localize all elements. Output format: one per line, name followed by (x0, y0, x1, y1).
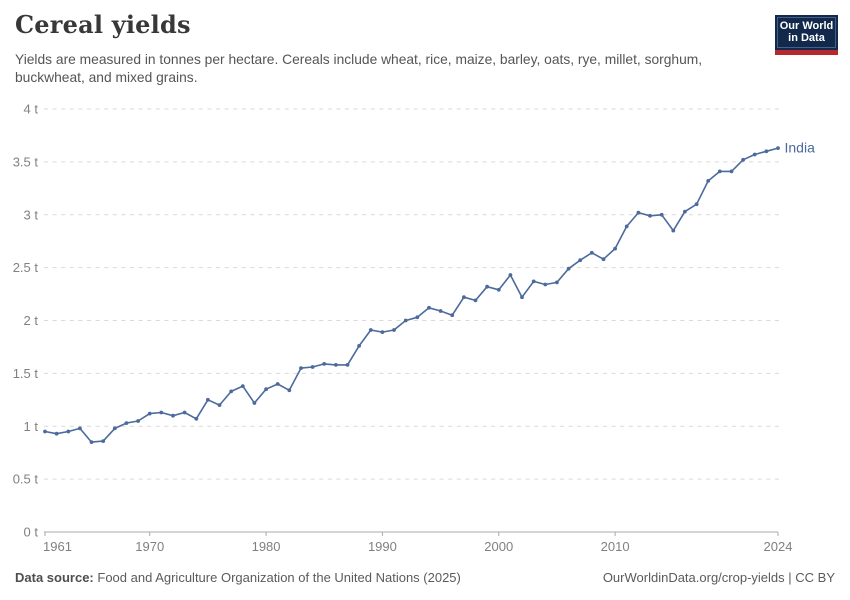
data-point[interactable] (636, 210, 641, 215)
x-axis-label: 2024 (764, 539, 793, 554)
data-point[interactable] (380, 330, 385, 334)
data-point[interactable] (182, 410, 187, 415)
data-point[interactable] (240, 384, 245, 388)
data-point[interactable] (671, 228, 676, 233)
y-axis-label: 2.5 t (13, 260, 39, 275)
data-point[interactable] (206, 397, 210, 402)
x-axis-label: 1970 (135, 539, 164, 554)
data-point[interactable] (136, 419, 141, 423)
y-axis-label: 1.5 t (13, 366, 39, 381)
y-axis-label: 3 t (24, 207, 39, 222)
data-point[interactable] (124, 421, 129, 425)
y-axis-label: 1 t (24, 419, 39, 434)
data-point[interactable] (729, 169, 734, 174)
x-axis-label: 1980 (252, 539, 281, 554)
data-point[interactable] (473, 298, 478, 303)
data-point[interactable] (450, 313, 455, 318)
data-point[interactable] (578, 258, 583, 263)
y-axis-label: 0.5 t (13, 472, 39, 487)
data-point[interactable] (403, 318, 408, 323)
data-point[interactable] (589, 250, 594, 255)
data-point[interactable] (752, 152, 757, 157)
data-point[interactable] (287, 388, 292, 393)
data-point[interactable] (334, 363, 338, 367)
y-axis-label: 4 t (24, 102, 39, 117)
data-point[interactable] (171, 413, 175, 418)
x-axis-label: 2000 (484, 539, 513, 554)
data-point[interactable] (345, 363, 350, 367)
page-title: Cereal yields (15, 10, 191, 39)
data-point[interactable] (648, 213, 652, 218)
license-badge: | CC BY (784, 570, 835, 585)
data-point[interactable] (275, 382, 280, 386)
data-point[interactable] (229, 389, 234, 394)
data-point[interactable] (555, 280, 559, 285)
data-point[interactable] (776, 146, 780, 150)
data-point[interactable] (601, 257, 606, 262)
data-point[interactable] (462, 295, 466, 300)
data-point[interactable] (264, 387, 268, 392)
series-label-india[interactable]: India (785, 140, 816, 156)
owid-url-link[interactable]: OurWorldinData.org/crop-yields (602, 570, 785, 585)
data-point[interactable] (613, 246, 617, 251)
data-point[interactable] (764, 149, 769, 154)
y-axis-label: 2 t (24, 313, 39, 328)
data-point[interactable] (112, 426, 117, 431)
data-point[interactable] (741, 157, 745, 162)
data-point[interactable] (147, 411, 152, 416)
data-point[interactable] (78, 426, 82, 431)
y-axis-label: 3.5 t (13, 154, 39, 169)
data-point[interactable] (485, 284, 489, 289)
data-point[interactable] (706, 179, 711, 183)
data-point[interactable] (438, 309, 443, 313)
data-point[interactable] (496, 287, 501, 292)
x-axis-label: 1990 (368, 539, 397, 554)
data-point[interactable] (310, 365, 315, 369)
data-point[interactable] (357, 344, 361, 348)
data-point[interactable] (54, 431, 59, 436)
data-point[interactable] (392, 328, 396, 332)
line-chart-svg: 0 t 0.5 t 1 t 1.5 t 2 t 2.5 t 3 t 3.5 t 4 t 1961 1… (13, 102, 816, 555)
data-point[interactable] (566, 266, 571, 271)
owid-logo-text: Our World in Data (777, 17, 836, 48)
data-source-text: Food and Agriculture Organization of the… (97, 570, 461, 585)
data-point[interactable] (543, 282, 548, 287)
chart-subtitle: Yields are measured in tonnes per hectar… (15, 52, 703, 85)
data-source: Data source: Food and Agriculture Organi… (15, 570, 461, 585)
data-point[interactable] (368, 328, 373, 332)
data-point[interactable] (101, 439, 106, 443)
data-point[interactable] (66, 429, 71, 434)
data-point[interactable] (694, 202, 699, 207)
data-point[interactable] (415, 315, 420, 320)
footer-attribution: OurWorldinData.org/crop-yields | CC BY (603, 570, 835, 585)
data-point[interactable] (252, 401, 257, 405)
owid-logo[interactable]: Our World in Data (775, 15, 838, 55)
data-point[interactable] (89, 440, 94, 444)
y-axis-label: 0 t (24, 525, 39, 540)
data-point[interactable] (520, 295, 524, 300)
data-point[interactable] (508, 273, 513, 277)
series-line-india[interactable] (44, 147, 779, 443)
data-point[interactable] (427, 305, 431, 310)
data-point[interactable] (717, 169, 722, 174)
data-point[interactable] (159, 410, 164, 415)
data-point[interactable] (299, 366, 303, 370)
data-point[interactable] (43, 429, 47, 434)
data-point[interactable] (531, 279, 536, 284)
data-point[interactable] (624, 224, 629, 229)
data-point[interactable] (194, 416, 199, 421)
data-point[interactable] (217, 403, 222, 407)
data-source-label: Data source: (15, 570, 94, 585)
line-chart: 0 t 0.5 t 1 t 1.5 t 2 t 2.5 t 3 t 3.5 t 4 t 1961 1… (0, 95, 850, 565)
data-point[interactable] (683, 209, 687, 214)
x-axis-label: 1961 (43, 539, 72, 554)
data-point[interactable] (322, 362, 327, 366)
x-axis-label: 2010 (601, 539, 630, 554)
data-point[interactable] (659, 212, 664, 217)
